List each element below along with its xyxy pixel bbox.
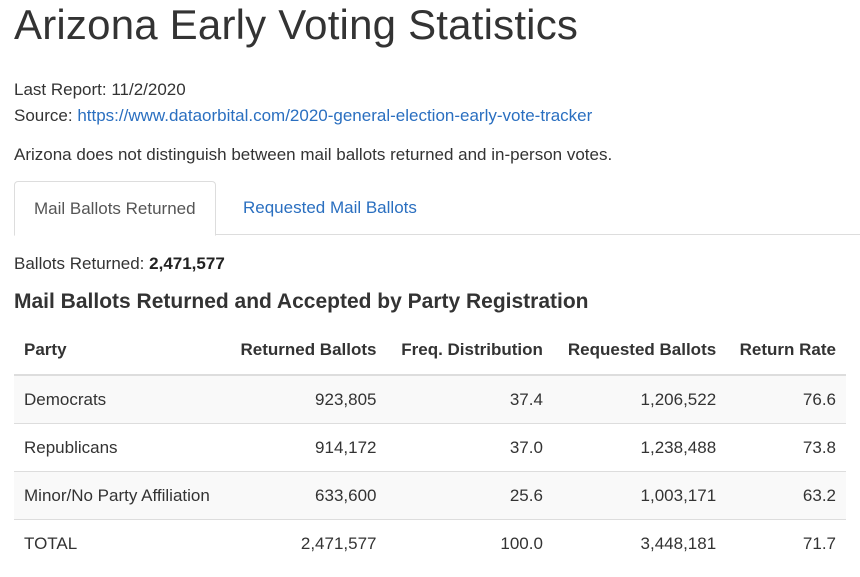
table-row: Democrats 923,805 37.4 1,206,522 76.6 xyxy=(14,375,846,424)
cell-freq-distribution: 25.6 xyxy=(386,471,553,520)
cell-requested-ballots: 3,448,181 xyxy=(552,519,727,567)
cell-freq-distribution: 37.4 xyxy=(386,375,553,424)
header-party: Party xyxy=(14,326,226,376)
cell-returned-ballots: 633,600 xyxy=(225,471,387,520)
table-header-row: Party Returned Ballots Freq. Distributio… xyxy=(14,326,846,376)
table-row-total: TOTAL 2,471,577 100.0 3,448,181 71.7 xyxy=(14,519,846,567)
cell-return-rate: 73.8 xyxy=(726,423,846,472)
table-title: Mail Ballots Returned and Accepted by Pa… xyxy=(14,290,589,313)
cell-party: TOTAL xyxy=(14,519,226,567)
cell-party: Minor/No Party Affiliation xyxy=(14,471,226,520)
report-meta: Last Report: 11/2/2020 Source: https://w… xyxy=(14,77,592,129)
last-report-value: 11/2/2020 xyxy=(111,80,186,99)
ballots-returned-label: Ballots Returned: xyxy=(14,254,145,273)
cell-requested-ballots: 1,238,488 xyxy=(552,423,727,472)
header-return-rate: Return Rate xyxy=(726,326,846,376)
cell-return-rate: 71.7 xyxy=(726,519,846,567)
cell-freq-distribution: 100.0 xyxy=(386,519,553,567)
cell-party: Democrats xyxy=(14,375,226,424)
cell-return-rate: 63.2 xyxy=(726,471,846,520)
source-line: Source: https://www.dataorbital.com/2020… xyxy=(14,103,592,129)
header-freq-distribution: Freq. Distribution xyxy=(386,326,553,376)
page-title: Arizona Early Voting Statistics xyxy=(14,1,579,48)
tab-mail-ballots-returned[interactable]: Mail Ballots Returned xyxy=(14,181,216,236)
ballots-returned-summary: Ballots Returned: 2,471,577 xyxy=(14,251,225,277)
cell-returned-ballots: 914,172 xyxy=(225,423,387,472)
tab-bar: Mail Ballots Returned Requested Mail Bal… xyxy=(14,181,860,236)
table-row: Republicans 914,172 37.0 1,238,488 73.8 xyxy=(14,423,846,472)
cell-freq-distribution: 37.0 xyxy=(386,423,553,472)
cell-party: Republicans xyxy=(14,423,226,472)
source-label: Source: xyxy=(14,106,73,125)
cell-returned-ballots: 2,471,577 xyxy=(225,519,387,567)
last-report-line: Last Report: 11/2/2020 xyxy=(14,77,592,103)
last-report-label: Last Report: xyxy=(14,80,107,99)
party-registration-table: Party Returned Ballots Freq. Distributio… xyxy=(14,326,846,567)
distinction-note: Arizona does not distinguish between mai… xyxy=(14,145,613,164)
header-returned-ballots: Returned Ballots xyxy=(225,326,387,376)
ballots-returned-value: 2,471,577 xyxy=(149,254,225,273)
cell-requested-ballots: 1,206,522 xyxy=(552,375,727,424)
header-requested-ballots: Requested Ballots xyxy=(552,326,727,376)
source-link[interactable]: https://www.dataorbital.com/2020-general… xyxy=(77,106,593,125)
cell-returned-ballots: 923,805 xyxy=(225,375,387,424)
cell-return-rate: 76.6 xyxy=(726,375,846,424)
tab-requested-mail-ballots[interactable]: Requested Mail Ballots xyxy=(243,198,417,217)
cell-requested-ballots: 1,003,171 xyxy=(552,471,727,520)
table-row: Minor/No Party Affiliation 633,600 25.6 … xyxy=(14,471,846,520)
